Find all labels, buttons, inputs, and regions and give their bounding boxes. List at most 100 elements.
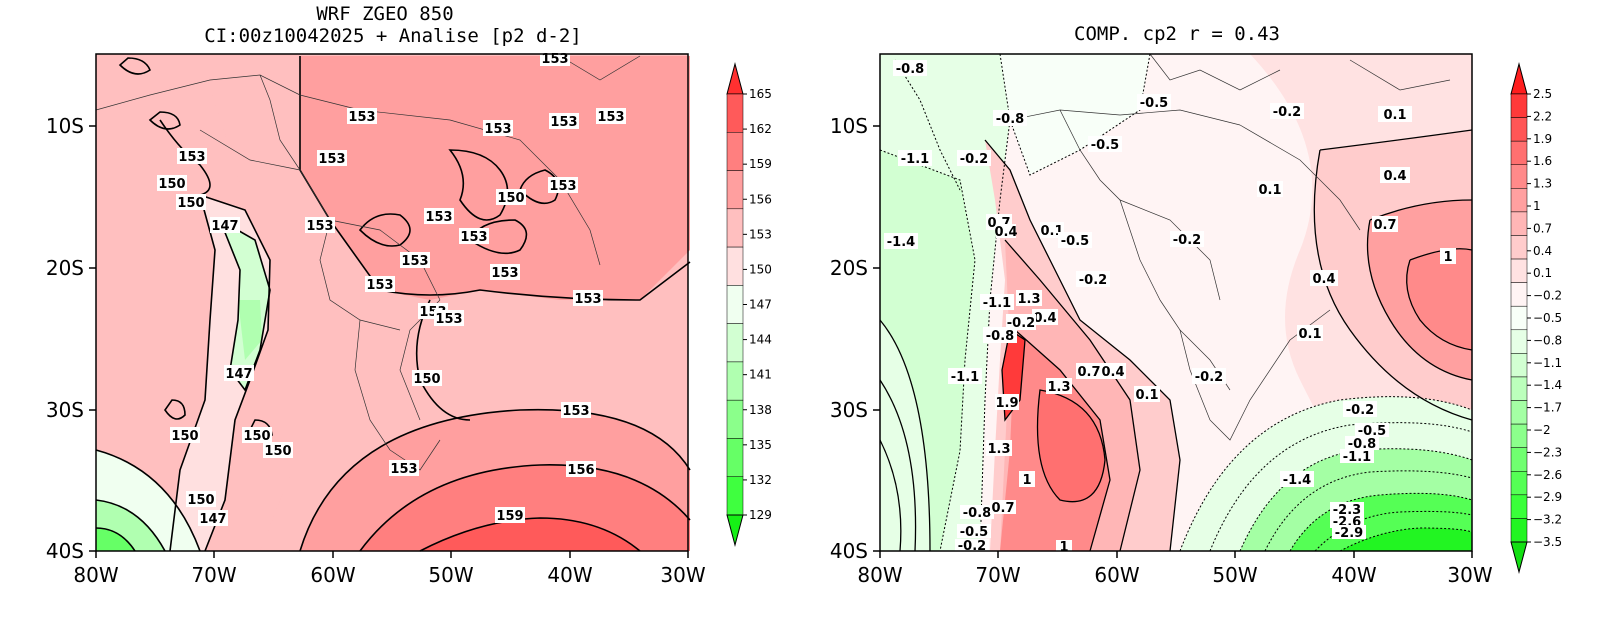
svg-text:-1.1: -1.1	[983, 296, 1011, 311]
left-map-plot: 153 153 153 153 153 153 153 153 153 150 …	[95, 52, 691, 552]
left-clabel-11: 150	[496, 189, 526, 206]
left-colorbar: 165 162 159 156 153 150 147 144 141 138 135 132 129	[726, 62, 772, 547]
right-colorbar-label: 1.3	[1533, 177, 1552, 191]
svg-text:153: 153	[550, 115, 577, 130]
right-colorbar-label: −0.2	[1533, 289, 1562, 303]
svg-text:0.1: 0.1	[1135, 388, 1158, 403]
right-clabel-23: 0.1	[1297, 325, 1323, 342]
right-colorbar: 2.5 2.2 1.9 1.6 1.3 1 0.7 0.4 0.1 −0.2 −0.5 −0.8 −1.…	[1510, 62, 1562, 574]
svg-text:0.7: 0.7	[1077, 365, 1100, 380]
left-title-line1: WRF ZGEO 850	[316, 3, 453, 25]
left-field-144	[238, 300, 262, 360]
svg-text:0.7: 0.7	[1373, 218, 1396, 233]
left-clabel-12: 147	[210, 217, 240, 234]
right-clabel-42: -2.9	[1332, 525, 1366, 541]
left-colorbar-swatch	[726, 246, 744, 286]
right-colorbar-top-arrow	[1510, 62, 1528, 95]
svg-text:-0.5: -0.5	[1091, 138, 1119, 153]
left-clabel-31: 147	[198, 510, 228, 527]
left-colorbar-swatch	[726, 285, 744, 324]
left-clabel-17: 153	[365, 276, 395, 293]
right-clabel-29: 1.3	[1046, 378, 1072, 395]
right-clabel-7: -1.1	[898, 150, 932, 167]
right-clabel-12: 0.4	[994, 224, 1018, 240]
right-clabel-6: -0.2	[957, 150, 991, 167]
right-colorbar-swatch	[1510, 329, 1528, 354]
left-clabel-6: 153	[317, 150, 347, 167]
svg-text:153: 153	[549, 179, 576, 194]
right-colorbar-label: −2.6	[1533, 468, 1562, 482]
svg-text:153: 153	[484, 122, 511, 137]
left-panel: WRF ZGEO 850 CI:00z10042025 + Analise [p…	[46, 3, 772, 587]
right-colorbar-label: −1.7	[1533, 401, 1562, 415]
svg-text:147: 147	[225, 367, 252, 382]
right-colorbar-swatch	[1510, 235, 1528, 260]
left-colorbar-swatch	[726, 170, 744, 210]
right-colorbar-label: 0.4	[1533, 244, 1552, 258]
right-xtick-3: 50W	[1212, 563, 1257, 587]
right-colorbar-label: −2	[1533, 423, 1551, 437]
right-clabel-30: -0.2	[1192, 368, 1226, 385]
right-clabel-8: 0.1	[1257, 181, 1283, 198]
right-contour-labels: -0.8 -0.5 -0.8 -0.5 -0.2 0.1 -0.2 -1.1 0…	[884, 60, 1456, 555]
svg-text:153: 153	[348, 110, 375, 125]
right-colorbar-swatch	[1510, 93, 1528, 118]
svg-text:0.4: 0.4	[994, 225, 1017, 240]
left-clabel-7: 153	[548, 177, 578, 194]
left-colorbar-label: 165	[749, 87, 772, 101]
right-colorbar-swatch	[1510, 447, 1528, 472]
svg-text:153: 153	[562, 404, 589, 419]
right-clabel-15: -0.5	[1058, 232, 1092, 249]
left-clabel-13: 153	[305, 217, 335, 234]
svg-text:153: 153	[541, 52, 568, 67]
svg-text:-0.2: -0.2	[1173, 233, 1201, 248]
right-clabel-36: -1.1	[1340, 449, 1374, 465]
svg-text:-0.5: -0.5	[1358, 424, 1386, 439]
right-ytick-2: 30S	[830, 398, 868, 422]
right-colorbar-label: −1.1	[1533, 356, 1562, 370]
left-colorbar-swatch	[726, 476, 744, 516]
left-clabel-32: 159	[495, 507, 525, 524]
svg-text:-0.8: -0.8	[1348, 437, 1376, 452]
right-colorbar-swatch	[1510, 164, 1528, 189]
right-xtick-0: 80W	[857, 563, 902, 587]
right-colorbar-label: −0.8	[1533, 333, 1562, 347]
right-colorbar-swatch	[1510, 494, 1528, 519]
right-clabel-31: 1.9	[995, 394, 1019, 411]
right-colorbar-swatch	[1510, 282, 1528, 307]
left-colorbar-label: 162	[749, 122, 772, 136]
left-ytick-2: 30S	[46, 398, 84, 422]
right-xtick-4: 40W	[1331, 563, 1376, 587]
left-clabel-4: 153	[596, 108, 626, 125]
svg-text:-1.4: -1.4	[887, 235, 915, 250]
right-clabel-47: 1	[1056, 540, 1072, 555]
left-clabel-25: 150	[263, 442, 293, 459]
left-colorbar-label: 141	[749, 368, 772, 382]
right-colorbar-label: −2.3	[1533, 445, 1562, 459]
svg-text:-0.2: -0.2	[1346, 403, 1374, 418]
svg-text:1: 1	[1443, 250, 1452, 265]
right-colorbar-swatch	[1510, 188, 1528, 213]
right-ytick-1: 20S	[830, 256, 868, 280]
svg-text:156: 156	[567, 463, 594, 478]
right-field-pos-east-4	[1406, 248, 1472, 350]
right-clabel-39: 1	[1019, 471, 1035, 488]
left-colorbar-label: 147	[749, 298, 772, 312]
svg-text:-0.5: -0.5	[1061, 234, 1089, 249]
left-title-line2: CI:00z10042025 + Analise [p2 d-2]	[204, 25, 582, 47]
right-colorbar-swatch	[1510, 518, 1528, 543]
svg-text:-1.1: -1.1	[901, 152, 929, 167]
svg-text:0.1: 0.1	[1258, 183, 1281, 198]
right-clabel-27: 0.7	[1076, 363, 1102, 380]
right-clabel-17: 0.4	[1310, 270, 1338, 287]
left-xtick-5: 30W	[660, 563, 705, 587]
left-contour-labels: 153 153 153 153 153 153 153 153 153 150 …	[157, 52, 626, 527]
right-clabel-25: -0.8	[983, 327, 1017, 344]
right-colorbar-label: 2.5	[1533, 87, 1552, 101]
svg-text:0.4: 0.4	[1101, 365, 1124, 380]
left-colorbar-label: 150	[749, 262, 772, 276]
svg-text:1: 1	[1059, 540, 1068, 555]
svg-text:0.7: 0.7	[991, 501, 1014, 516]
svg-text:150: 150	[243, 429, 270, 444]
left-colorbar-label: 153	[749, 227, 772, 241]
